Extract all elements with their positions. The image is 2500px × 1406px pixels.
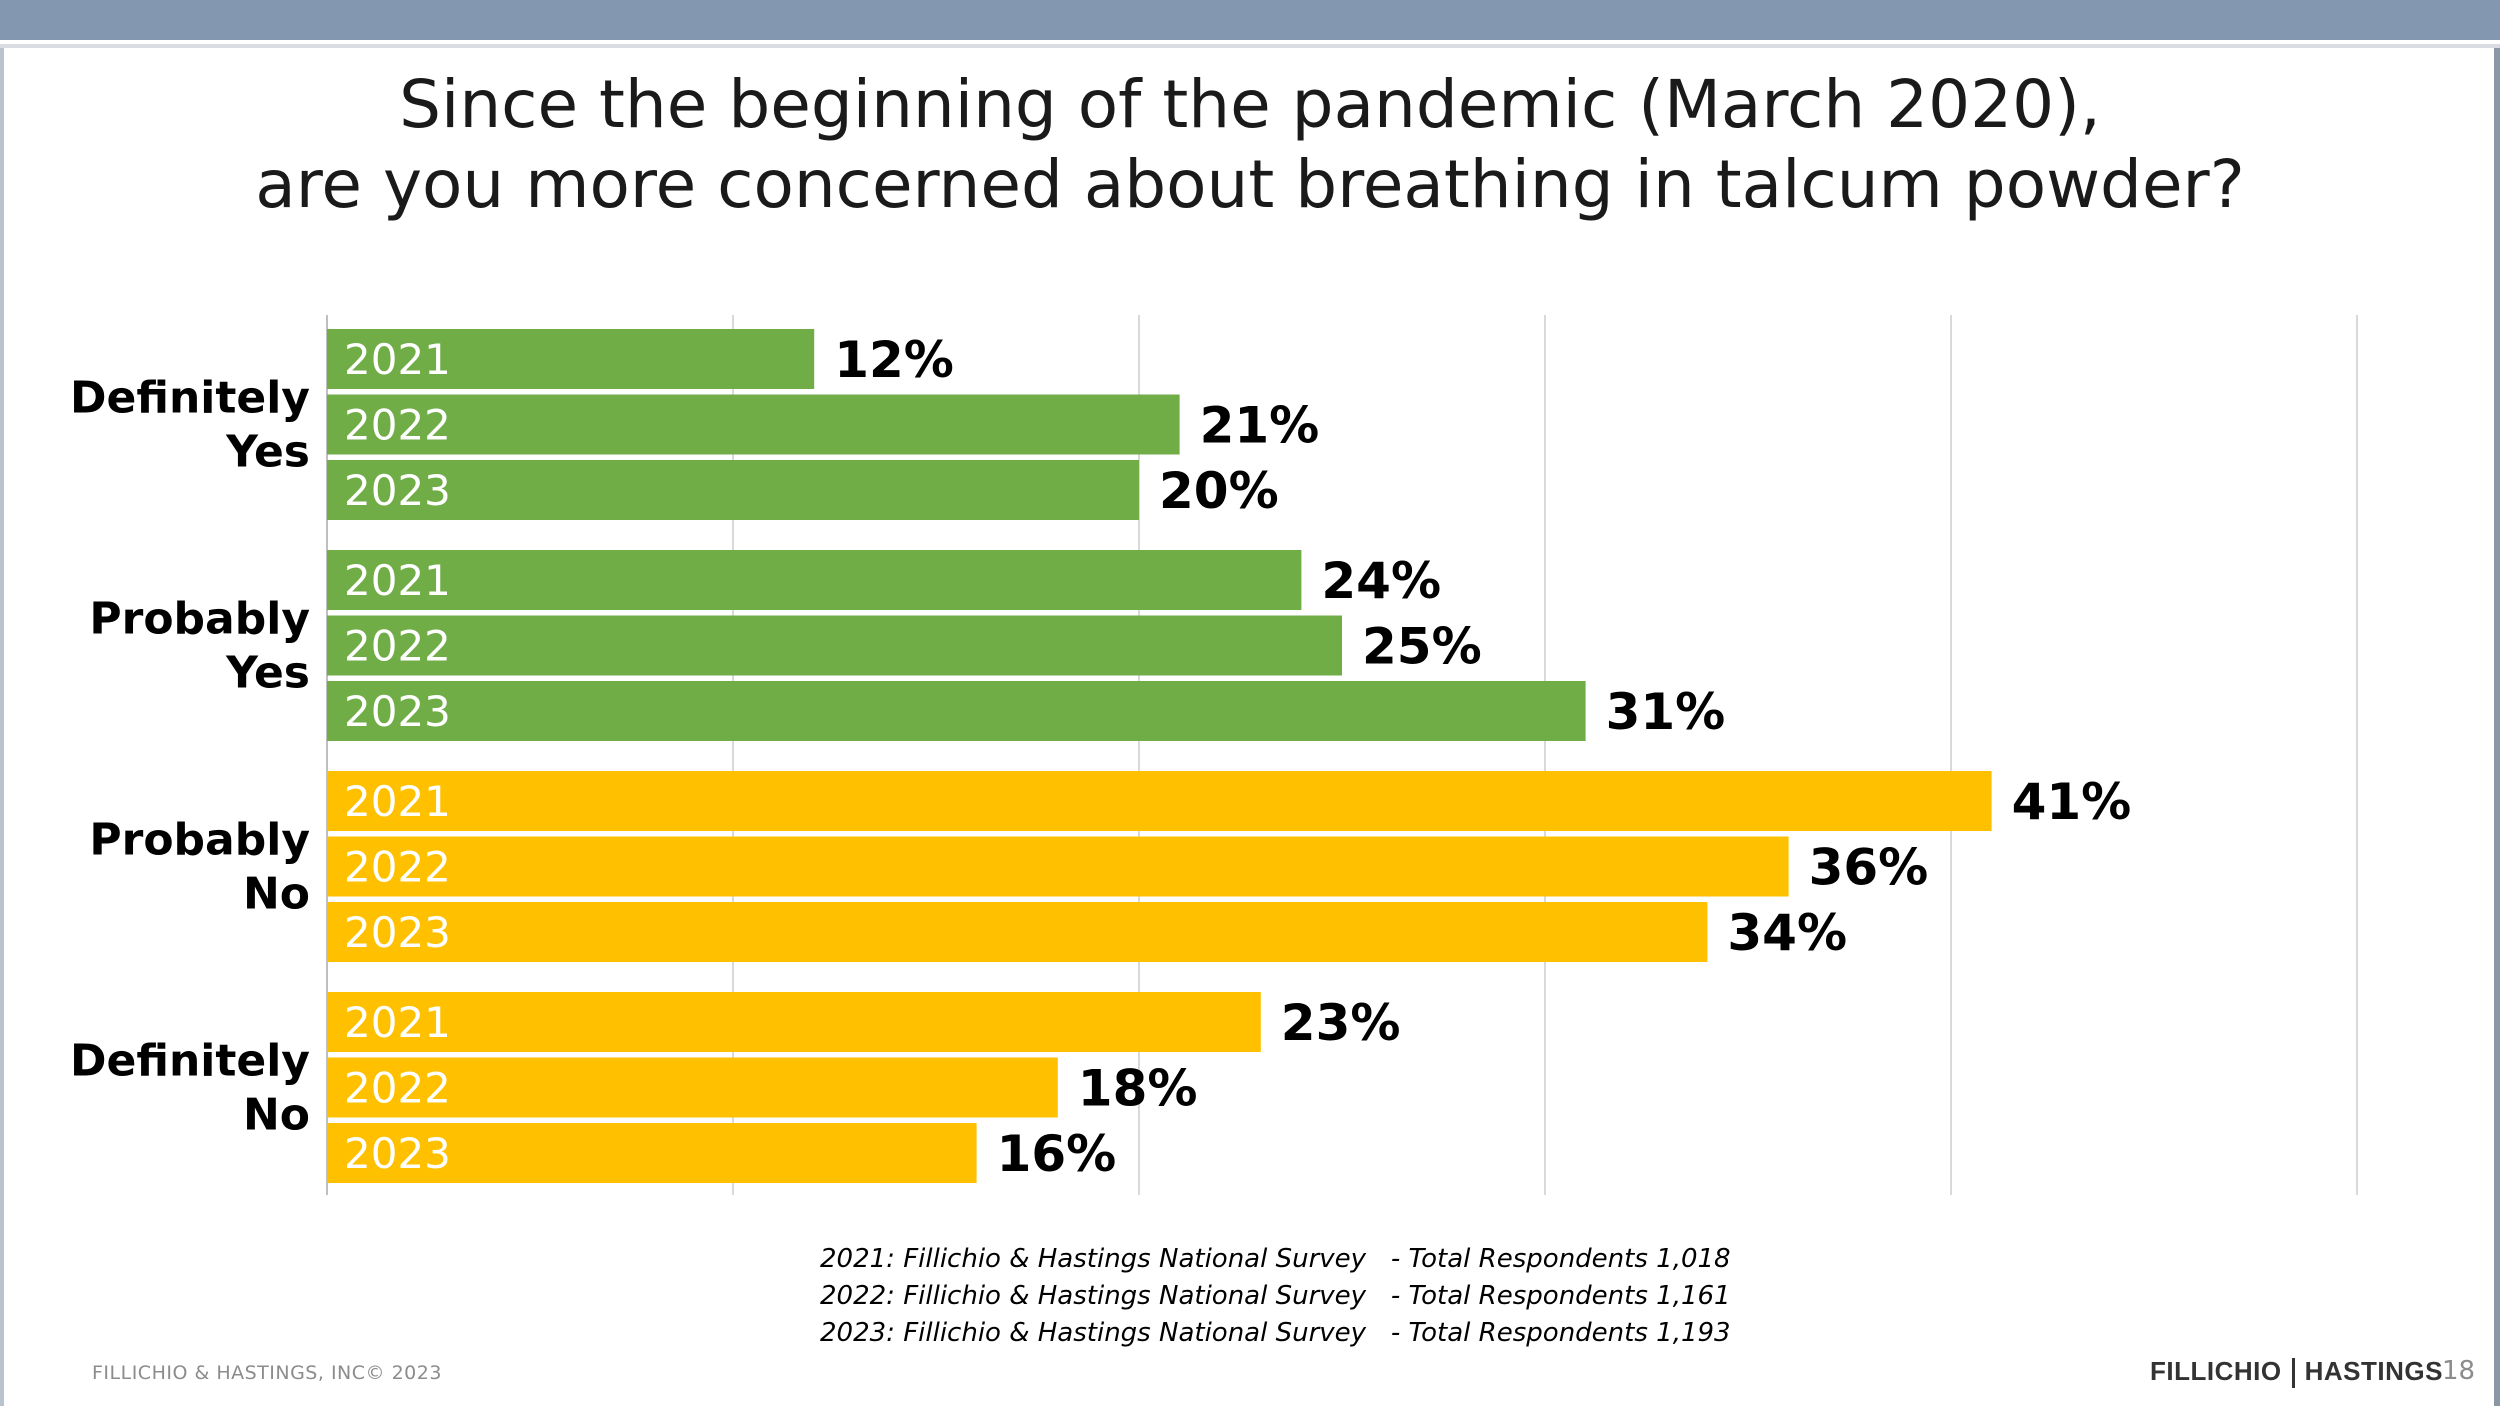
bars <box>327 329 1992 1183</box>
value-label-0-1: 21% <box>1200 397 1320 455</box>
source-note-2022: 2022: Fillichio & Hastings National Surv… <box>820 1281 1731 1311</box>
value-label-1-0: 24% <box>1321 552 1441 610</box>
year-label-3-2: 2023 <box>344 1129 451 1178</box>
bar-1-2022 <box>327 615 1342 676</box>
copyright-notice: FILLICHIO & HASTINGS, INC© 2023 <box>92 1362 442 1384</box>
category-label-3-line-0: Definitely <box>70 1036 310 1087</box>
bar-3-2022 <box>327 1057 1058 1118</box>
year-label-0-0: 2021 <box>344 335 451 384</box>
bar-0-2021 <box>327 329 815 389</box>
value-label-2-2: 34% <box>1727 904 1847 962</box>
year-label-1-1: 2022 <box>344 622 451 671</box>
bar-0-2023 <box>327 460 1139 520</box>
value-label-2-1: 36% <box>1809 839 1929 897</box>
slide-title-line-1: Since the beginning of the pandemic (Mar… <box>399 66 2101 143</box>
year-label-2-1: 2022 <box>344 843 451 892</box>
right-border <box>2494 48 2500 1406</box>
logo-separator <box>2291 1358 2295 1389</box>
value-label-3-2: 16% <box>997 1125 1117 1183</box>
value-label-3-1: 18% <box>1078 1060 1198 1118</box>
year-label-2-2: 2023 <box>344 908 451 957</box>
value-label-0-0: 12% <box>834 331 954 389</box>
value-label-0-2: 20% <box>1159 462 1279 520</box>
category-label-2-line-0: Probably <box>89 815 310 866</box>
category-label-1-line-1: Yes <box>225 648 310 699</box>
bar-3-2021 <box>327 992 1261 1052</box>
year-label-1-0: 2021 <box>344 556 451 605</box>
bar-3-2023 <box>327 1123 977 1183</box>
page-number: 18 <box>2442 1356 2476 1386</box>
category-label-1-line-0: Probably <box>89 594 310 645</box>
company-logo: FILLICHIO HASTINGS <box>2150 1356 2443 1389</box>
bar-2-2021 <box>327 771 1992 831</box>
bar-2-2022 <box>327 836 1789 897</box>
bar-1-2023 <box>327 681 1586 741</box>
value-label-2-0: 41% <box>2012 773 2132 831</box>
value-label-1-2: 31% <box>1606 683 1726 741</box>
source-note-2023: 2023: Fillichio & Hastings National Surv… <box>820 1318 1731 1348</box>
year-label-2-0: 2021 <box>344 777 451 826</box>
year-label-0-1: 2022 <box>344 401 451 450</box>
category-label-0-line-1: Yes <box>225 427 310 478</box>
year-label-3-0: 2021 <box>344 998 451 1047</box>
value-label-1-1: 25% <box>1362 618 1482 676</box>
category-label-2-line-1: No <box>243 869 310 920</box>
value-label-3-0: 23% <box>1281 994 1401 1052</box>
source-note-2021: 2021: Fillichio & Hastings National Surv… <box>820 1244 1731 1274</box>
header-rule <box>0 44 2500 48</box>
category-label-0-line-0: Definitely <box>70 373 310 424</box>
bar-2-2023 <box>327 902 1708 962</box>
year-label-3-1: 2022 <box>344 1064 451 1113</box>
slide-title-line-2: are you more concerned about breathing i… <box>255 146 2245 223</box>
bar-0-2022 <box>327 394 1180 455</box>
left-border <box>0 48 4 1406</box>
category-label-3-line-1: No <box>243 1090 310 1141</box>
logo-text-right: HASTINGS <box>2304 1356 2443 1386</box>
bar-1-2021 <box>327 550 1302 610</box>
logo-text-left: FILLICHIO <box>2150 1356 2282 1386</box>
year-label-1-2: 2023 <box>344 687 451 736</box>
year-label-0-2: 2023 <box>344 466 451 515</box>
header-band <box>0 0 2500 40</box>
